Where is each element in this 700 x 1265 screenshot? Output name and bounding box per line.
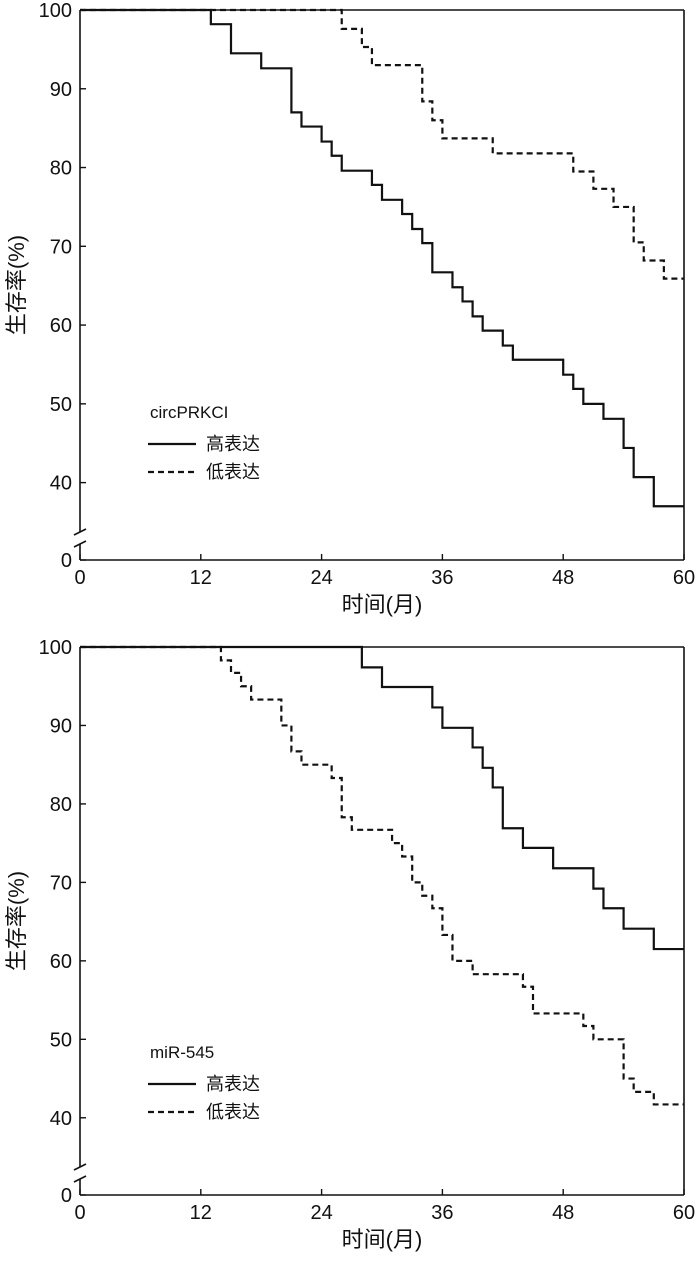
y-tick-label: 60 (50, 951, 72, 973)
x-tick-label: 36 (431, 567, 453, 589)
chart-panel-2: 0 12 24 36 48 60 0 40 50 60 70 80 90 100 时间(月) 生存率(%) mi… (4, 637, 695, 1252)
series-line-low-expression (80, 8, 684, 280)
legend-title: miR-545 (150, 1043, 214, 1062)
y-tick-label: 100 (39, 637, 72, 659)
x-tick-label: 24 (310, 567, 332, 589)
series-line-high-expression (80, 8, 684, 508)
y-tick-label: 90 (50, 79, 72, 101)
y-tick-label: 40 (50, 473, 72, 495)
axis-break-mark (73, 540, 87, 548)
y-tick-label: 80 (50, 158, 72, 180)
y-tick-label: 40 (50, 1108, 72, 1130)
y-axis-label: 生存率(%) (4, 235, 29, 335)
legend-label: 高表达 (206, 1074, 260, 1094)
y-tick-label: 90 (50, 715, 72, 737)
x-tick-label: 24 (310, 1202, 332, 1224)
x-tick-label: 48 (552, 567, 574, 589)
x-axis-label: 时间(月) (342, 1227, 423, 1252)
chart-panel-1: 0 12 24 36 48 60 0 40 50 60 70 80 90 100 时间(月) 生存率(%) ci… (4, 0, 695, 617)
x-tick-label: 12 (190, 567, 212, 589)
x-axis-label: 时间(月) (342, 592, 423, 617)
series-line-low-expression (80, 645, 684, 1106)
y-tick-label: 60 (50, 315, 72, 337)
series-line-high-expression (80, 645, 684, 951)
y-axis-label: 生存率(%) (4, 871, 29, 971)
legend-title: circPRKCI (150, 403, 228, 422)
x-tick-label: 48 (552, 1202, 574, 1224)
axis-break-mark (73, 528, 87, 536)
y-tick-label: 0 (61, 1185, 72, 1207)
x-tick-label: 60 (673, 1202, 695, 1224)
x-tick-label: 0 (74, 1202, 85, 1224)
axis-break-mark (73, 1175, 87, 1183)
y-tick-label: 100 (39, 0, 72, 22)
legend-label: 高表达 (206, 434, 260, 454)
x-tick-label: 0 (74, 567, 85, 589)
y-tick-label: 70 (50, 872, 72, 894)
y-tick-label: 50 (50, 394, 72, 416)
legend-label: 低表达 (206, 1102, 260, 1122)
y-tick-label: 0 (61, 550, 72, 572)
x-tick-label: 60 (673, 567, 695, 589)
y-tick-label: 80 (50, 794, 72, 816)
x-tick-label: 36 (431, 1202, 453, 1224)
y-tick-label: 70 (50, 236, 72, 258)
x-tick-label: 12 (190, 1202, 212, 1224)
axis-break-mark (73, 1163, 87, 1171)
y-tick-label: 50 (50, 1029, 72, 1051)
legend-label: 低表达 (206, 462, 260, 482)
